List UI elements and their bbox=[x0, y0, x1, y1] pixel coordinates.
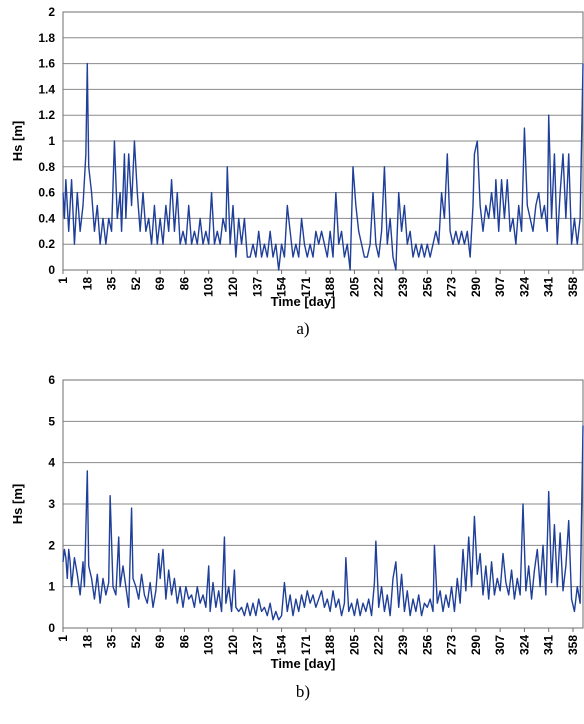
x-tick-label: 205 bbox=[347, 277, 361, 297]
x-tick-label: 103 bbox=[202, 277, 216, 297]
x-axis-title: Time [day] bbox=[271, 656, 336, 671]
y-tick-label: 3 bbox=[48, 497, 55, 511]
x-tick-label: 239 bbox=[396, 635, 410, 655]
x-tick-label: 18 bbox=[80, 635, 94, 649]
x-tick-label: 341 bbox=[542, 277, 556, 297]
x-tick-label: 137 bbox=[250, 277, 264, 297]
chart-a: 0 0.2 0.4 0.6 0.8 1 1.2 1.4 1.6 1.8 2 1 18 35 52 69 86 10… bbox=[10, 5, 584, 338]
x-tick-label: 341 bbox=[542, 635, 556, 655]
y-tick-label: 1.6 bbox=[38, 57, 55, 71]
x-tick-label: 222 bbox=[372, 277, 386, 297]
x-tick-label: 273 bbox=[445, 277, 459, 297]
y-axis-title: Hs [m] bbox=[10, 121, 25, 161]
y-tick-label: 5 bbox=[48, 414, 55, 428]
y-tick-label: 4 bbox=[48, 456, 55, 470]
x-tick-label: 171 bbox=[299, 635, 313, 655]
y-tick-label: 0.2 bbox=[38, 237, 55, 251]
x-axis-title: Time [day] bbox=[271, 294, 336, 309]
x-tick-label: 358 bbox=[566, 635, 580, 655]
y-tick-label: 6 bbox=[48, 373, 55, 387]
x-tick-label: 69 bbox=[153, 635, 167, 649]
x-tick-label: 52 bbox=[129, 277, 143, 291]
x-tick-label: 52 bbox=[129, 635, 143, 649]
y-tick-label: 2 bbox=[48, 538, 55, 552]
series-line bbox=[62, 62, 584, 271]
x-tick-label: 324 bbox=[517, 635, 531, 655]
x-tick-label: 188 bbox=[323, 277, 337, 297]
x-tick-label: 137 bbox=[250, 635, 264, 655]
x-tick-label: 35 bbox=[105, 277, 119, 291]
y-tick-label: 0.4 bbox=[38, 211, 55, 225]
x-tick-label: 256 bbox=[420, 277, 434, 297]
x-tick-label: 154 bbox=[275, 277, 289, 297]
x-tick-label: 222 bbox=[372, 635, 386, 655]
x-tick-label: 1 bbox=[56, 277, 70, 284]
plot-frame bbox=[62, 379, 584, 629]
x-tick-label: 358 bbox=[566, 277, 580, 297]
y-tick-label: 1 bbox=[48, 580, 55, 594]
x-tick-label: 86 bbox=[177, 635, 191, 649]
x-tick-label: 239 bbox=[396, 277, 410, 297]
x-tick-label: 35 bbox=[105, 635, 119, 649]
y-tick-label: 0 bbox=[48, 263, 55, 277]
x-tick-label: 120 bbox=[226, 635, 240, 655]
y-tick-label: 1.2 bbox=[38, 108, 55, 122]
series-line bbox=[62, 425, 584, 621]
y-tick-label: 0.6 bbox=[38, 186, 55, 200]
figure-caption: a) bbox=[296, 319, 309, 338]
y-tick-label: 0.8 bbox=[38, 160, 55, 174]
y-tick-label: 1 bbox=[48, 134, 55, 148]
figure-caption: b) bbox=[296, 682, 310, 701]
x-tick-label: 188 bbox=[323, 635, 337, 655]
x-tick-label: 171 bbox=[299, 277, 313, 297]
plot-frame bbox=[62, 11, 584, 271]
x-tick-label: 273 bbox=[445, 635, 459, 655]
y-tick-label: 2 bbox=[48, 5, 55, 19]
x-tick-label: 18 bbox=[80, 277, 94, 291]
x-tick-label: 307 bbox=[493, 277, 507, 297]
x-tick-label: 103 bbox=[202, 635, 216, 655]
x-tick-label: 307 bbox=[493, 635, 507, 655]
x-tick-label: 154 bbox=[275, 635, 289, 655]
y-axis-title: Hs [m] bbox=[10, 484, 25, 524]
x-tick-label: 1 bbox=[56, 635, 70, 642]
y-tick-label: 0 bbox=[48, 621, 55, 635]
y-tick-label: 1.8 bbox=[38, 31, 55, 45]
x-tick-label: 86 bbox=[177, 277, 191, 291]
x-tick-label: 290 bbox=[469, 277, 483, 297]
x-tick-label: 324 bbox=[517, 277, 531, 297]
y-tick-label: 1.4 bbox=[38, 82, 55, 96]
x-tick-label: 256 bbox=[420, 635, 434, 655]
x-tick-label: 290 bbox=[469, 635, 483, 655]
x-tick-label: 120 bbox=[226, 277, 240, 297]
x-tick-label: 205 bbox=[347, 635, 361, 655]
x-tick-label: 69 bbox=[153, 277, 167, 291]
